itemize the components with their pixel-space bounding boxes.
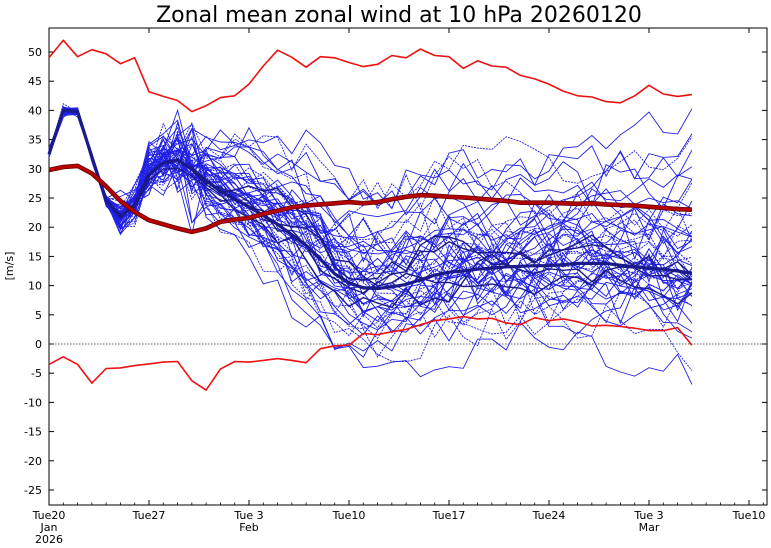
ensemble-member-line bbox=[48, 113, 693, 358]
ensemble-member-line bbox=[48, 106, 693, 308]
chart-title: Zonal mean zonal wind at 10 hPa 20260120 bbox=[156, 3, 642, 28]
x-tick-label: Tue 3 bbox=[233, 509, 263, 522]
y-tick-label: 30 bbox=[28, 163, 42, 176]
ensemble-member-line bbox=[48, 107, 693, 318]
x-tick-label: Tue24 bbox=[532, 509, 566, 522]
y-tick-label: 20 bbox=[28, 221, 42, 234]
plot-frame bbox=[48, 27, 768, 506]
y-tick-label: 45 bbox=[28, 75, 42, 88]
ensemble-member-line bbox=[48, 107, 693, 299]
ensemble-member-line bbox=[48, 107, 693, 210]
climatology-mean-line bbox=[48, 164, 692, 234]
ensemble-member-line bbox=[48, 109, 693, 211]
y-tick-label: 5 bbox=[35, 309, 42, 322]
ensemble-member-line bbox=[48, 110, 692, 337]
x-tick-label: Tue27 bbox=[132, 509, 166, 522]
y-tick-label: 25 bbox=[28, 192, 42, 205]
y-tick-label: -20 bbox=[24, 455, 42, 468]
ensemble-member-line bbox=[48, 109, 693, 216]
ensemble-member-line bbox=[48, 109, 693, 341]
x-tick-label: Mar bbox=[639, 521, 660, 534]
y-tick-label: -5 bbox=[31, 367, 42, 380]
y-tick-label: 40 bbox=[28, 104, 42, 117]
x-tick-label: 2026 bbox=[35, 533, 63, 546]
ensemble-member-line bbox=[48, 109, 693, 336]
plot-area bbox=[47, 39, 767, 391]
x-tick-label: Jan bbox=[40, 521, 58, 534]
y-tick-label: 10 bbox=[28, 280, 42, 293]
ensemble-member-line bbox=[48, 107, 693, 358]
x-tick-label: Tue10 bbox=[332, 509, 366, 522]
y-tick-label: -15 bbox=[24, 426, 42, 439]
y-tick-label: 15 bbox=[28, 250, 42, 263]
x-tick-label: Tue10 bbox=[732, 509, 766, 522]
ensemble-member-line bbox=[48, 111, 693, 315]
ensemble-member-line bbox=[48, 108, 692, 352]
climatology-max-line bbox=[48, 39, 692, 113]
ensemble-member-line bbox=[48, 106, 693, 283]
y-tick-label: 50 bbox=[28, 46, 42, 59]
ensemble-member-line bbox=[48, 108, 693, 385]
ensemble-members bbox=[48, 103, 693, 385]
ensemble-member-line bbox=[48, 106, 692, 296]
y-tick-label: -10 bbox=[24, 396, 42, 409]
ensemble-member-line bbox=[48, 111, 693, 260]
ensemble-mean-line bbox=[47, 108, 693, 291]
climatology-min-line bbox=[48, 315, 693, 391]
x-tick-label: Tue17 bbox=[432, 509, 466, 522]
ensemble-member-line bbox=[48, 109, 693, 281]
y-tick-label: 35 bbox=[28, 134, 42, 147]
x-tick-label: Feb bbox=[239, 521, 258, 534]
series-lines bbox=[47, 39, 693, 391]
y-tick-label: -25 bbox=[24, 484, 42, 497]
x-tick-label: Tue20 bbox=[32, 509, 66, 522]
ensemble-member-line bbox=[48, 108, 693, 239]
x-tick-label: Tue 3 bbox=[633, 509, 663, 522]
ensemble-member-line bbox=[48, 107, 693, 335]
ensemble-member-line bbox=[48, 111, 692, 282]
y-tick-label: 0 bbox=[35, 338, 42, 351]
y-axis-label: [m/s] bbox=[3, 252, 16, 281]
